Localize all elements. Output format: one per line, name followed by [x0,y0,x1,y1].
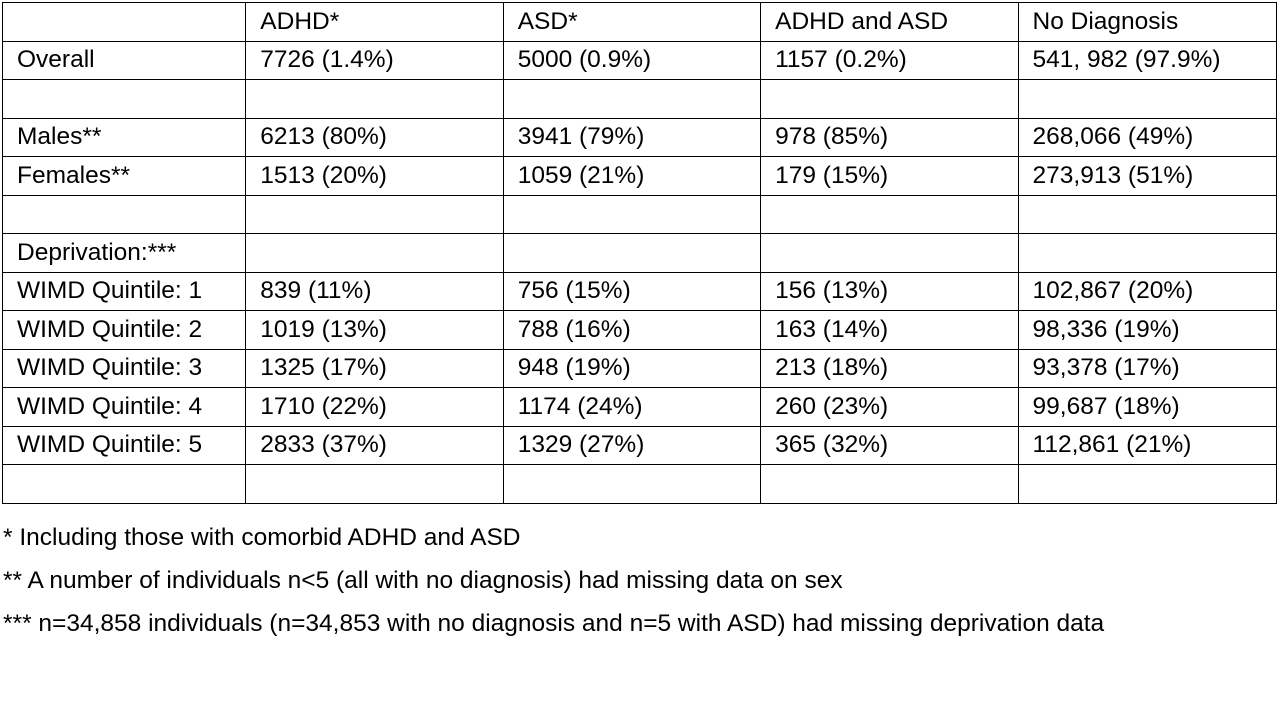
table-cell [760,79,1019,119]
table-body: ADHD* ASD* ADHD and ASD No Diagnosis Overall… [1,2,1278,504]
row-label-cell [1,79,247,119]
table-cell: 756 (15%) [502,271,762,311]
table-cell: 1329 (27%) [502,425,762,465]
table-row: WIMD Quintile: 4 1710 (22%) 1174 (24%) 260 … [1,387,1278,427]
table-cell [1017,79,1278,119]
table-cell: 260 (23%) [760,387,1019,427]
table-cell [502,194,762,234]
table-cell: 102,867 (20%) [1017,271,1278,311]
table-cell [245,464,504,504]
table-row: Deprivation:*** [1,233,1278,273]
table-cell [245,194,504,234]
row-label-cell: WIMD Quintile: 1 [1,271,247,311]
table-cell: 98,336 (19%) [1017,310,1278,350]
row-label-cell: WIMD Quintile: 4 [1,387,247,427]
table-cell: 273,913 (51%) [1017,156,1278,196]
header-row: ADHD* ASD* ADHD and ASD No Diagnosis [1,2,1278,42]
row-label-cell: WIMD Quintile: 5 [1,425,247,465]
table-cell: 788 (16%) [502,310,762,350]
header-cell: ADHD and ASD [760,2,1019,42]
footnotes: * Including those with comorbid ADHD and… [3,518,1263,648]
table-cell: 1174 (24%) [502,387,762,427]
table-cell: 3941 (79%) [502,117,762,157]
table-cell: 1710 (22%) [245,387,504,427]
table-cell [1017,233,1278,273]
table-cell [1017,464,1278,504]
table-cell: 1325 (17%) [245,348,504,388]
footnote-deprivation: *** n=34,858 individuals (n=34,853 with … [3,610,1105,638]
footnote-adhd-asd: * Including those with comorbid ADHD and… [3,524,521,551]
row-label-cell: Males** [1,117,247,157]
row-label-cell [1,194,247,234]
table-cell [502,233,762,273]
table-row: Overall 7726 (1.4%) 5000 (0.9%) 1157 (0.2%)… [1,40,1278,80]
table-cell: 541, 982 (97.9%) [1017,40,1278,80]
row-label-cell: Females** [1,156,247,196]
row-label-cell [1,464,247,504]
table-cell [502,464,762,504]
table-cell: 1059 (21%) [502,156,762,196]
table-row [1,194,1278,234]
table-cell: 7726 (1.4%) [245,40,504,80]
header-cell: ASD* [502,2,762,42]
table-cell: 99,687 (18%) [1017,387,1278,427]
table-row: Females** 1513 (20%) 1059 (21%) 179 (15%) 27… [1,156,1278,196]
table-cell [1017,194,1278,234]
table-cell: 112,861 (21%) [1017,425,1278,465]
table-cell [502,79,762,119]
header-cell [1,2,247,42]
table-row: WIMD Quintile: 5 2833 (37%) 1329 (27%) 365 … [1,425,1278,465]
table-cell: 2833 (37%) [245,425,504,465]
table-cell: 978 (85%) [760,117,1019,157]
table-row: WIMD Quintile: 2 1019 (13%) 788 (16%) 163 (… [1,310,1278,350]
table-cell: 1513 (20%) [245,156,504,196]
table-cell: 268,066 (49%) [1017,117,1278,157]
table-row [1,464,1278,504]
table-cell: 6213 (80%) [245,117,504,157]
table-cell: 179 (15%) [760,156,1019,196]
table-cell [245,233,504,273]
table-cell [760,464,1019,504]
header-cell: ADHD* [245,2,504,42]
table-cell: 1019 (13%) [245,310,504,350]
table-cell: 839 (11%) [245,271,504,311]
table-cell [760,194,1019,234]
table-cell: 365 (32%) [760,425,1019,465]
table-row: Males** 6213 (80%) 3941 (79%) 978 (85%) 268,… [1,117,1278,157]
data-table: ADHD* ASD* ADHD and ASD No Diagnosis Overall… [1,2,1278,504]
row-label-cell: Deprivation:*** [1,233,247,273]
table-cell [760,233,1019,273]
table-cell: 213 (18%) [760,348,1019,388]
row-label-cell: WIMD Quintile: 3 [1,348,247,388]
table-row: WIMD Quintile: 3 1325 (17%) 948 (19%) 213 (… [1,348,1278,388]
table-cell: 163 (14%) [760,310,1019,350]
table-cell [245,79,504,119]
table-cell: 93,378 (17%) [1017,348,1278,388]
table-cell: 156 (13%) [760,271,1019,311]
table-cell: 5000 (0.9%) [502,40,762,80]
table-cell: 1157 (0.2%) [760,40,1019,80]
table-row: WIMD Quintile: 1 839 (11%) 756 (15%) 156 (1… [1,271,1278,311]
footnote-sex: ** A number of individuals n<5 (all with… [3,567,843,595]
header-cell: No Diagnosis [1017,2,1278,42]
table-cell: 948 (19%) [502,348,762,388]
table-row [1,79,1278,119]
row-label-cell: Overall [1,40,247,80]
row-label-cell: WIMD Quintile: 2 [1,310,247,350]
